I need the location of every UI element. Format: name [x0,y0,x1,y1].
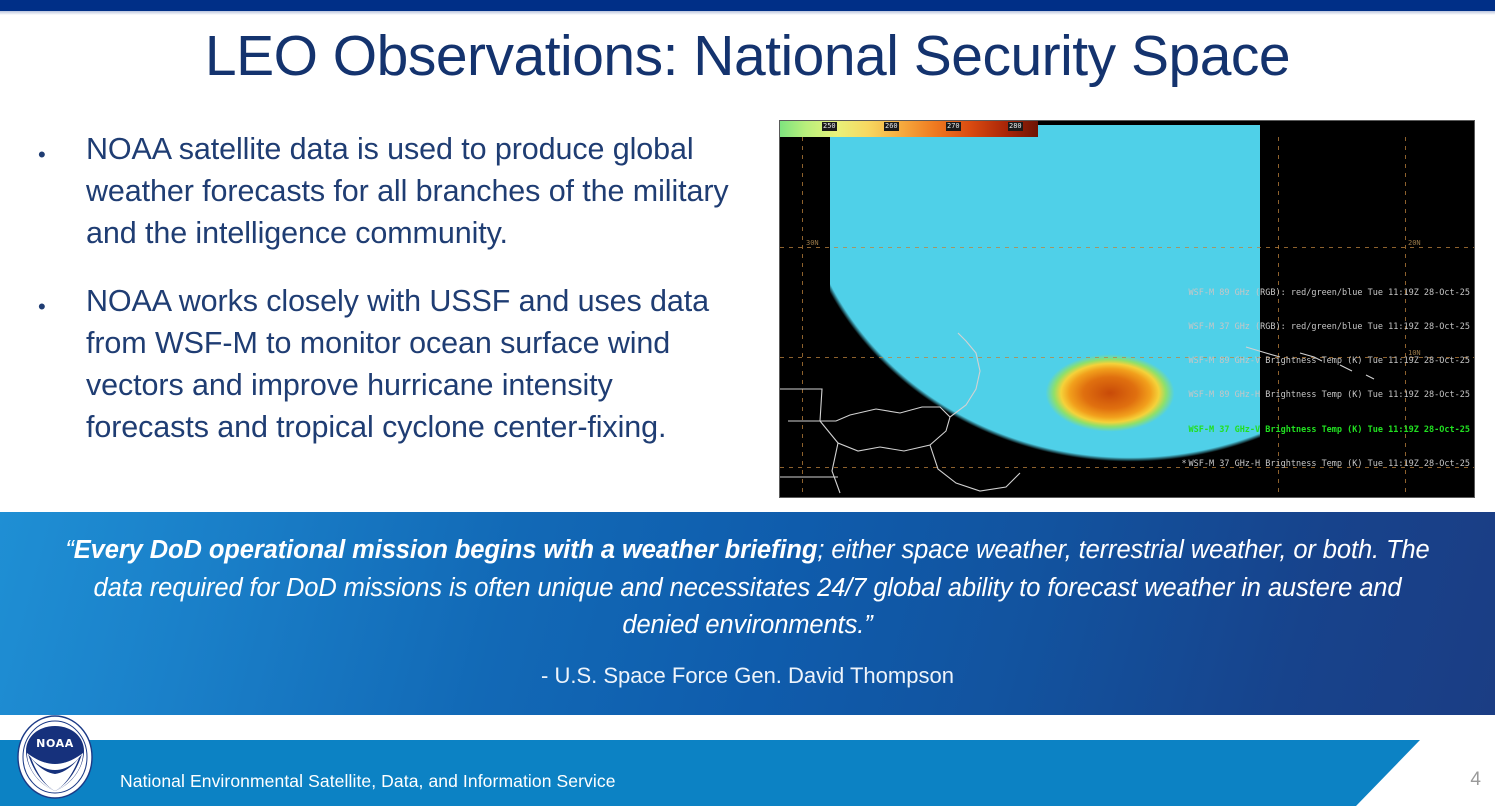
legend-label: WSF-M 37 GHz (RGB): red/green/blue [1188,321,1363,332]
bullet-text: NOAA works closely with USSF and uses da… [86,284,710,444]
legend-row[interactable]: WSF-M 89 GHz (RGB): red/green/blue Tue 1… [1182,288,1470,299]
grid-line-vertical [1405,137,1406,497]
bullet-text: NOAA satellite data is used to produce g… [86,132,729,250]
colorbar-tick-280: 280 [1008,122,1023,131]
grid-line-horizontal [780,247,1474,248]
legend-row[interactable]: WSF-M 89 GHz-V Brightness Temp (K) Tue 1… [1182,356,1470,367]
quote-attribution: - U.S. Space Force Gen. David Thompson [541,662,954,688]
legend-label: WSF-M 89 GHz-V Brightness Temp (K) [1188,356,1363,367]
colorbar-tick-260: 260 [884,122,899,131]
list-item: • NOAA satellite data is used to produce… [38,128,743,254]
page-number: 4 [1470,769,1481,790]
grid-line-vertical [802,137,803,497]
quote-bold-part: Every DoD operational mission begins wit… [73,536,818,564]
legend-row-active[interactable]: WSF-M 37 GHz-V Brightness Temp (K) Tue 1… [1182,425,1470,436]
channel-legend: WSF-M 89 GHz (RGB): red/green/blue Tue 1… [1182,265,1470,493]
legend-timestamp: Tue 11:19Z 28-Oct-25 [1367,458,1470,469]
page-title: LEO Observations: National Security Spac… [204,24,1291,88]
quote-rest: ; either space weather, terrestrial weat… [93,536,1430,639]
top-accent-bar [0,0,1495,11]
grid-label-10n: 10N [1408,349,1421,357]
footer-bar [0,740,1420,806]
microwave-swath-graphic [830,125,1260,485]
quote-open-mark: “ [65,536,74,564]
quote-banner: “Every DoD operational mission begins wi… [0,512,1495,715]
bullet-list: • NOAA satellite data is used to produce… [38,128,743,474]
legend-timestamp: Tue 11:19Z 28-Oct-25 [1367,287,1470,298]
legend-label: WSF-M 37 GHz-V Brightness Temp (K) [1188,424,1363,435]
footer-organization-label: National Environmental Satellite, Data, … [120,771,616,791]
legend-timestamp: Tue 11:19Z 28-Oct-25 [1367,321,1470,332]
grid-line-horizontal [780,357,1474,358]
legend-label: WSF-M 89 GHz (RGB): red/green/blue [1188,287,1363,298]
grid-line-vertical [1278,137,1279,497]
grid-line-horizontal [780,467,1474,468]
color-scale-bar [780,121,1038,137]
legend-row[interactable]: WSF-M 37 GHz (RGB): red/green/blue Tue 1… [1182,322,1470,333]
grid-label-20n: 20N [1408,239,1421,247]
top-accent-bar-shadow [0,11,1495,15]
legend-label: WSF-M 89 GHz-H Brightness Temp (K) [1188,390,1363,401]
bullet-marker-icon: • [38,294,46,319]
legend-marker: * [1181,458,1187,469]
coastline-overlay [780,332,1375,494]
legend-row[interactable]: WSF-M 89 GHz-H Brightness Temp (K) Tue 1… [1182,390,1470,401]
legend-label: WSF-M 37 GHz-H Brightness Temp (K) [1188,458,1363,469]
satellite-image-panel: 30N 20N 10N 250 260 270 280 WSF-M 89 GHz… [779,120,1475,498]
noaa-logo-icon: NOAA [17,715,93,799]
legend-row[interactable]: * WSF-M 37 GHz-H Brightness Temp (K) Tue … [1182,459,1470,470]
colorbar-tick-270: 270 [946,122,961,131]
grid-label-30n: 30N [806,239,819,247]
colorbar-tick-250: 250 [822,122,837,131]
quote-text: “Every DoD operational mission begins wi… [53,532,1443,645]
legend-timestamp: Tue 11:19Z 28-Oct-25 [1367,390,1470,401]
list-item: • NOAA works closely with USSF and uses … [38,280,743,448]
svg-text:NOAA: NOAA [36,737,74,750]
legend-timestamp: Tue 11:19Z 28-Oct-25 [1367,356,1470,367]
bullet-marker-icon: • [38,142,46,167]
legend-timestamp: Tue 11:19Z 28-Oct-25 [1367,424,1470,435]
